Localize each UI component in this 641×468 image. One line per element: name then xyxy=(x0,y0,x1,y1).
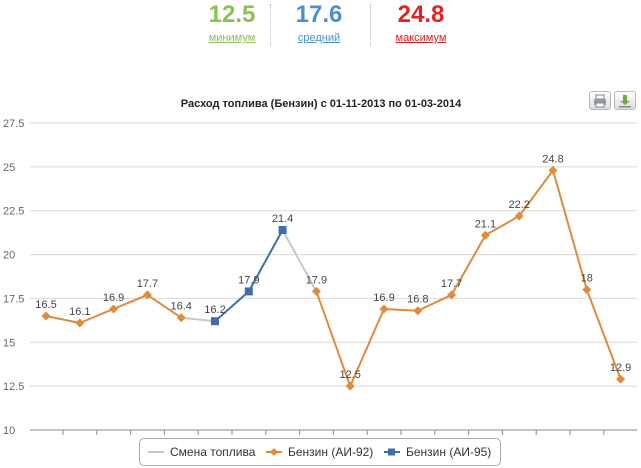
print-button[interactable] xyxy=(589,91,611,110)
stat-divider xyxy=(370,4,371,46)
data-point xyxy=(379,304,389,314)
stat-divider xyxy=(270,4,271,46)
data-label: 18 xyxy=(581,273,593,285)
data-point xyxy=(447,290,457,300)
legend-swatch-ai92 xyxy=(266,448,282,456)
data-point xyxy=(311,286,321,296)
data-point xyxy=(176,313,186,323)
legend-item-ai95[interactable]: Бензин (АИ-95) xyxy=(384,439,491,465)
stat-minimum: 12.5 минимум xyxy=(182,0,282,45)
y-tick-label: 12.5 xyxy=(3,381,24,393)
legend-label: Бензин (АИ-95) xyxy=(406,445,492,459)
data-label: 16.2 xyxy=(204,304,225,316)
data-label: 16.1 xyxy=(69,306,90,318)
data-label: 17.7 xyxy=(137,278,158,290)
data-label: 17.9 xyxy=(238,274,259,286)
chart-legend: Смена топлива Бензин (АИ-92) Бензин (АИ-… xyxy=(139,438,501,466)
data-label: 16.9 xyxy=(373,292,394,304)
stat-maximum-label[interactable]: максимум xyxy=(395,32,447,44)
y-tick-label: 25 xyxy=(3,162,15,174)
data-point xyxy=(244,287,253,296)
data-point xyxy=(41,311,51,321)
data-label: 16.8 xyxy=(407,294,428,306)
y-tick-label: 20 xyxy=(3,250,15,262)
stat-minimum-value: 12.5 xyxy=(208,1,256,28)
stat-average: 17.6 средний xyxy=(269,0,369,45)
y-tick-label: 15 xyxy=(3,337,15,349)
stat-average-value: 17.6 xyxy=(295,1,343,28)
legend-swatch-ai95 xyxy=(384,448,400,456)
data-label: 12.9 xyxy=(610,362,631,374)
data-label: 16.4 xyxy=(170,301,191,313)
data-point xyxy=(75,318,85,328)
data-label: 21.1 xyxy=(475,218,496,230)
y-tick-label: 17.5 xyxy=(3,293,24,305)
data-label: 22.2 xyxy=(508,199,529,211)
data-point xyxy=(548,165,558,175)
chart-title: Расход топлива (Бензин) с 01-11-2013 по … xyxy=(181,98,462,110)
data-point xyxy=(278,226,287,235)
data-label: 17.9 xyxy=(306,274,327,286)
series-line xyxy=(315,169,622,388)
data-label: 17.7 xyxy=(441,278,462,290)
data-label: 24.8 xyxy=(542,153,563,165)
stat-maximum-value: 24.8 xyxy=(397,1,445,28)
data-point xyxy=(345,381,355,391)
legend-swatch-fuel-change xyxy=(148,451,164,453)
data-label: 21.4 xyxy=(272,213,293,225)
legend-item-ai92[interactable]: Бензин (АИ-92) xyxy=(266,439,373,465)
series-line xyxy=(181,316,216,323)
stat-maximum: 24.8 максимум xyxy=(371,0,471,45)
stat-average-label[interactable]: средний xyxy=(297,32,341,44)
stat-minimum-label[interactable]: минимум xyxy=(208,32,256,44)
y-tick-label: 27.5 xyxy=(3,118,24,130)
legend-label: Бензин (АИ-92) xyxy=(288,445,374,459)
legend-label: Смена топлива xyxy=(170,445,256,459)
data-point xyxy=(142,290,152,300)
series-line xyxy=(281,229,318,292)
download-icon xyxy=(619,95,631,108)
data-point xyxy=(514,211,524,221)
data-label: 12.5 xyxy=(339,369,360,381)
download-button[interactable] xyxy=(614,91,636,110)
y-tick-label: 10 xyxy=(3,425,15,437)
data-point xyxy=(480,230,490,240)
data-point xyxy=(582,285,592,295)
data-point xyxy=(616,374,626,384)
printer-icon xyxy=(594,94,606,108)
data-point xyxy=(109,304,119,314)
data-point xyxy=(211,317,219,326)
data-point xyxy=(413,306,423,316)
data-label: 16.9 xyxy=(103,292,124,304)
legend-item-fuel-change[interactable]: Смена топлива xyxy=(148,439,255,465)
data-label: 16.5 xyxy=(35,299,56,311)
y-tick-label: 22.5 xyxy=(3,206,24,218)
